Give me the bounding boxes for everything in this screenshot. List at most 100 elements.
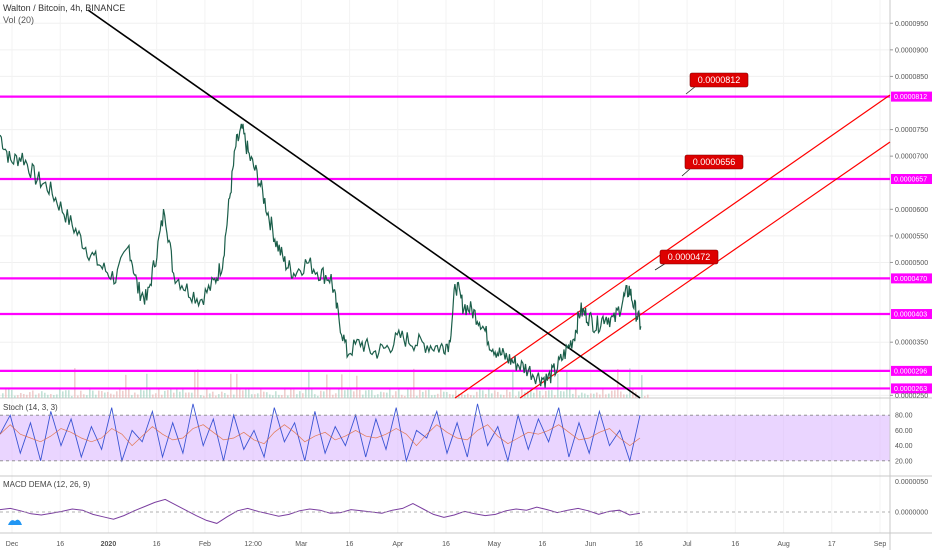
volume-bar [494,390,496,398]
volume-bar [236,373,238,398]
volume-bar [128,389,130,398]
volume-bar [77,395,79,398]
volume-bar [623,394,625,398]
volume-bar [521,388,523,398]
price-tick-label: 0.0000350 [895,340,928,347]
volume-bar [518,391,520,398]
volume-bar [413,368,415,398]
callout-leader [681,167,692,177]
price-tick-label: 0.0000700 [895,154,928,161]
volume-bar [194,370,196,398]
volume-bar [482,390,484,398]
volume-bar [59,389,61,398]
volume-bar [500,394,502,398]
callout-box[interactable] [689,72,749,88]
volume-bar [569,388,571,398]
volume-bar [38,393,40,398]
volume-bar [425,390,427,398]
volume-bar [251,394,253,398]
volume-bar [548,390,550,398]
stoch-signal-line [0,424,641,447]
channel-upper[interactable] [454,94,891,399]
time-tick-label: 2020 [101,541,117,548]
volume-bar [473,395,475,398]
volume-bar [431,395,433,398]
volume-bar [365,390,367,398]
stoch-tick-label: 40.00 [895,443,913,450]
volume-bar [113,394,115,398]
volume-bar [419,389,421,398]
volume-bar [401,394,403,398]
volume-bar [470,395,472,398]
volume-bar [305,389,307,398]
volume-bar [605,394,607,398]
volume-bar [110,393,112,398]
volume-bar [140,389,142,398]
volume-bar [647,394,649,398]
volume-bar [554,395,556,398]
time-tick-label: May [488,541,502,548]
time-axis[interactable]: Dec 16 2020 16 Feb 12:00 Mar 16 Apr 16 May 16 Jun 16 J… [6,541,887,548]
time-tick-label: 16 [635,541,643,548]
volume-bar [509,391,511,398]
volume-bar [332,394,334,398]
volume-bar [254,394,256,398]
volume-bar [371,390,373,398]
callout-label: 0.0000472 [668,252,711,262]
volume-bar [644,395,646,398]
volume-bar [467,393,469,398]
volume-bar [14,395,16,398]
volume-bar [215,395,217,398]
volume-bar [449,394,451,398]
macd-line [0,498,641,524]
volume-bar [191,392,193,398]
macd-axis: 0.0000050 0.0000000 [0,479,928,517]
callout-box[interactable] [684,154,744,170]
volume-bar [233,394,235,398]
time-tick-label: 16 [346,541,354,548]
volume-bar [200,395,202,398]
volume-bar [515,395,517,398]
level-tag-label: 0.0000657 [894,177,927,184]
volume-bar [248,388,250,398]
volume-bar [287,395,289,398]
volume-bar [590,393,592,398]
volume-bar [302,393,304,398]
volume-bar [437,393,439,398]
macd-label: MACD DEMA (12, 26, 9) [3,480,91,489]
volume-bar [629,368,631,398]
volume-bar [338,388,340,398]
callout-box[interactable] [659,249,719,265]
volume-bar [485,394,487,398]
volume-bar [167,390,169,398]
volume-bar [8,389,10,398]
level-tag-label: 0.0000470 [894,276,927,283]
chart-title: Walton / Bitcoin, 4h, BINANCE [3,3,126,13]
stoch-tick-label: 80.00 [895,413,913,420]
volume-bar [461,393,463,398]
level-tag-label: 0.0000263 [894,386,927,393]
macd-tick-label: 0.0000050 [895,479,928,486]
channel-lower[interactable] [519,141,891,399]
time-tick-label: 16 [153,541,161,548]
volume-bar [107,391,109,398]
time-tick-label: Jun [585,541,596,548]
volume-bar [224,393,226,398]
volume-bar [320,390,322,398]
volume-bar [641,375,643,398]
volume-bar [428,389,430,398]
callout-label: 0.0000812 [698,75,741,85]
time-tick-label: Feb [199,541,211,548]
volume-bar [326,374,328,398]
volume-bar [596,392,598,398]
time-tick-label: Jul [683,541,692,548]
price-tick-label: 0.0000550 [895,233,928,240]
volume-bar [434,394,436,398]
tradingview-logo-icon [8,519,22,525]
volume-bar [80,390,82,398]
price-callouts[interactable]: 0.0000812 0.0000656 0.0000472 [654,72,749,271]
price-axis[interactable]: 0.0000950 0.0000900 0.0000850 0.0000750 0.00… [890,21,928,400]
volume-bar [119,388,121,398]
volume-bar [149,388,151,398]
volume-bar [626,394,628,398]
